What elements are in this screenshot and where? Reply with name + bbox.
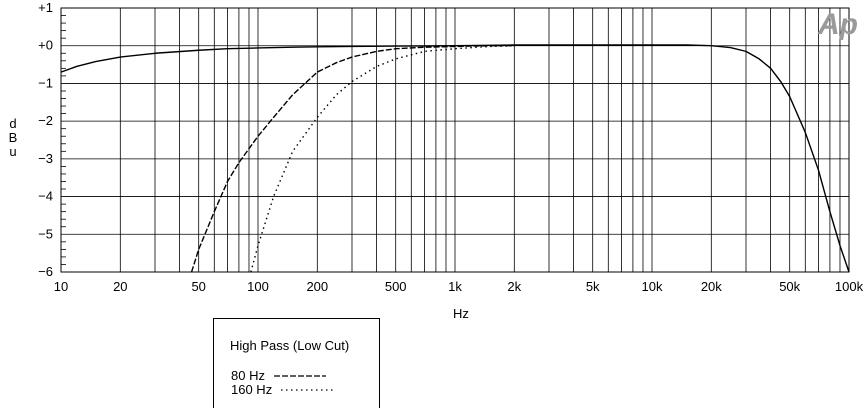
series-lines xyxy=(60,44,850,273)
legend-entry-80hz: 80 Hz xyxy=(231,367,327,383)
x-tick-label: 100k xyxy=(835,279,863,294)
y-tick-label: −5 xyxy=(38,226,53,241)
y-tick-label: −6 xyxy=(38,264,53,279)
y-tick-label: −2 xyxy=(38,113,53,128)
y-axis-title: dBu xyxy=(9,116,18,159)
tick-labels: 10 20 50 100 200 500 1k 2k 5k 10k 20k 50k 100k +1 +0 −1… xyxy=(38,0,863,294)
x-tick-label: 1k xyxy=(448,279,462,294)
y-axis-title-letter: B xyxy=(9,130,18,145)
legend-swatch-dotted xyxy=(280,388,333,391)
legend-label-80hz: 80 Hz xyxy=(231,367,265,383)
series-line-dashed xyxy=(190,45,515,273)
series-line-solid xyxy=(60,44,850,273)
legend-swatch-dashed xyxy=(273,374,326,377)
x-tick-label: 2k xyxy=(507,279,521,294)
legend-label-160hz: 160 Hz xyxy=(231,381,273,397)
y-tick-label: −1 xyxy=(38,75,53,90)
x-tick-label: 50k xyxy=(779,279,800,294)
x-tick-label: 20k xyxy=(701,279,722,294)
legend: High Pass (Low Cut) 80 Hz 160 Hz xyxy=(213,318,380,408)
x-tick-label: 50 xyxy=(191,279,205,294)
x-tick-label: 500 xyxy=(385,279,407,294)
x-tick-label: 10k xyxy=(642,279,663,294)
y-tick-label: −3 xyxy=(38,151,53,166)
x-tick-label: 10 xyxy=(54,279,68,294)
x-tick-label: 20 xyxy=(113,279,127,294)
x-axis-title: Hz xyxy=(453,306,469,321)
ap-logo: Ap xyxy=(817,8,858,41)
y-tick-label: +0 xyxy=(38,38,53,53)
y-axis-title-letter: d xyxy=(9,116,16,131)
y-tick-label: +1 xyxy=(38,0,53,15)
x-tick-label: 100 xyxy=(247,279,269,294)
legend-entry-160hz: 160 Hz xyxy=(231,381,334,397)
plot-frame xyxy=(60,7,850,273)
y-tick-label: −4 xyxy=(38,189,53,204)
x-tick-label: 5k xyxy=(586,279,600,294)
x-tick-label: 200 xyxy=(306,279,328,294)
legend-title: High Pass (Low Cut) xyxy=(230,338,350,353)
y-axis-title-letter: u xyxy=(9,144,16,159)
